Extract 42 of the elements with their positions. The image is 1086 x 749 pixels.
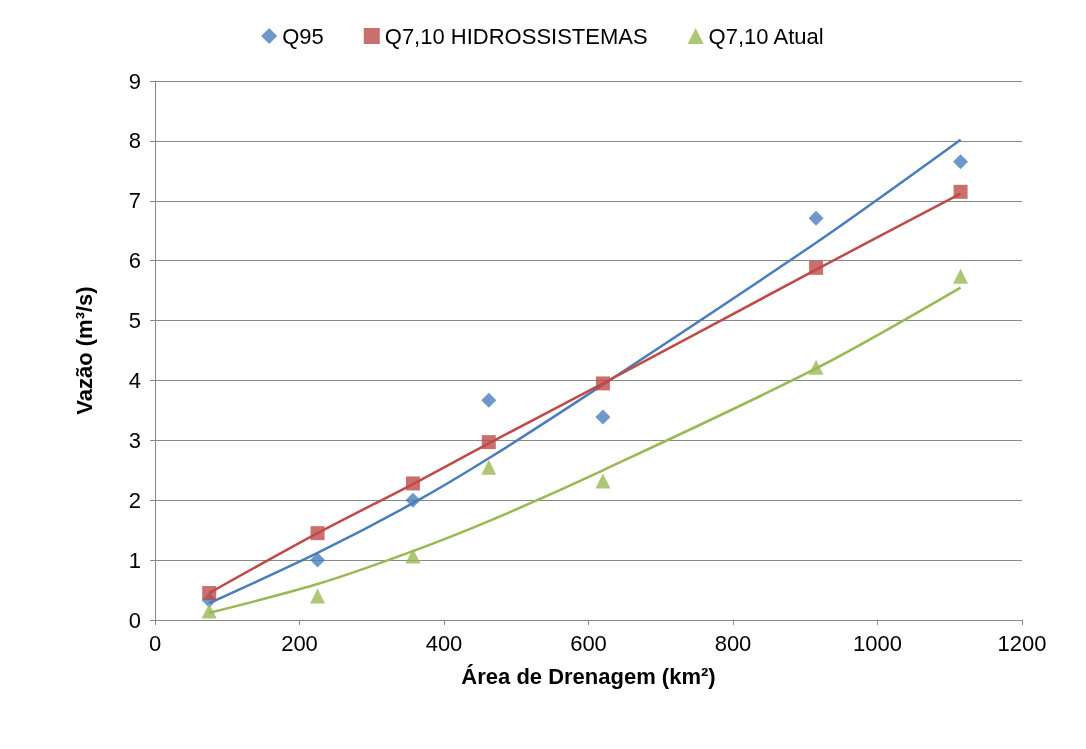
point xyxy=(809,260,824,275)
x-tick-label: 600 xyxy=(570,630,607,656)
y-tick-label: 5 xyxy=(128,308,141,334)
legend-label: Q7,10 Atual xyxy=(708,23,824,49)
y-tick-label: 1 xyxy=(128,547,141,573)
legend-label: Q95 xyxy=(282,23,324,49)
y-axis-title: Vazão (m³/s) xyxy=(71,286,97,415)
x-axis-title: Área de Drenagem (km²) xyxy=(461,663,716,689)
y-tick-label: 8 xyxy=(128,128,141,154)
y-tick-label: 0 xyxy=(128,607,141,633)
x-tick-label: 1000 xyxy=(853,630,902,656)
x-tick-label: 1200 xyxy=(997,630,1047,656)
x-tick-label: 800 xyxy=(714,630,752,656)
point xyxy=(310,588,326,604)
point xyxy=(310,526,325,541)
point xyxy=(481,435,496,450)
y-tick-label: 6 xyxy=(128,248,141,274)
point xyxy=(808,359,824,375)
point xyxy=(595,473,611,489)
y-tick-label: 4 xyxy=(128,367,141,393)
point xyxy=(953,268,969,284)
y-tick-label: 3 xyxy=(128,427,141,453)
y-tick-label: 7 xyxy=(128,188,141,214)
x-tick-label: 400 xyxy=(425,630,463,656)
point xyxy=(481,459,497,475)
point xyxy=(953,184,968,199)
point xyxy=(310,552,326,568)
point xyxy=(405,548,421,564)
point xyxy=(201,603,217,619)
legend-label: Q7,10 HIDROSSISTEMAS xyxy=(384,23,648,49)
point xyxy=(481,392,497,408)
point xyxy=(202,586,217,601)
x-tick-label: 200 xyxy=(281,630,318,656)
x-tick-label: 0 xyxy=(148,630,162,656)
point xyxy=(595,409,611,425)
point xyxy=(405,492,421,508)
y-tick-label: 2 xyxy=(128,487,141,513)
y-tick-label: 9 xyxy=(128,68,141,94)
point xyxy=(808,210,824,226)
point xyxy=(595,376,610,391)
point xyxy=(953,154,969,170)
point xyxy=(405,476,420,491)
